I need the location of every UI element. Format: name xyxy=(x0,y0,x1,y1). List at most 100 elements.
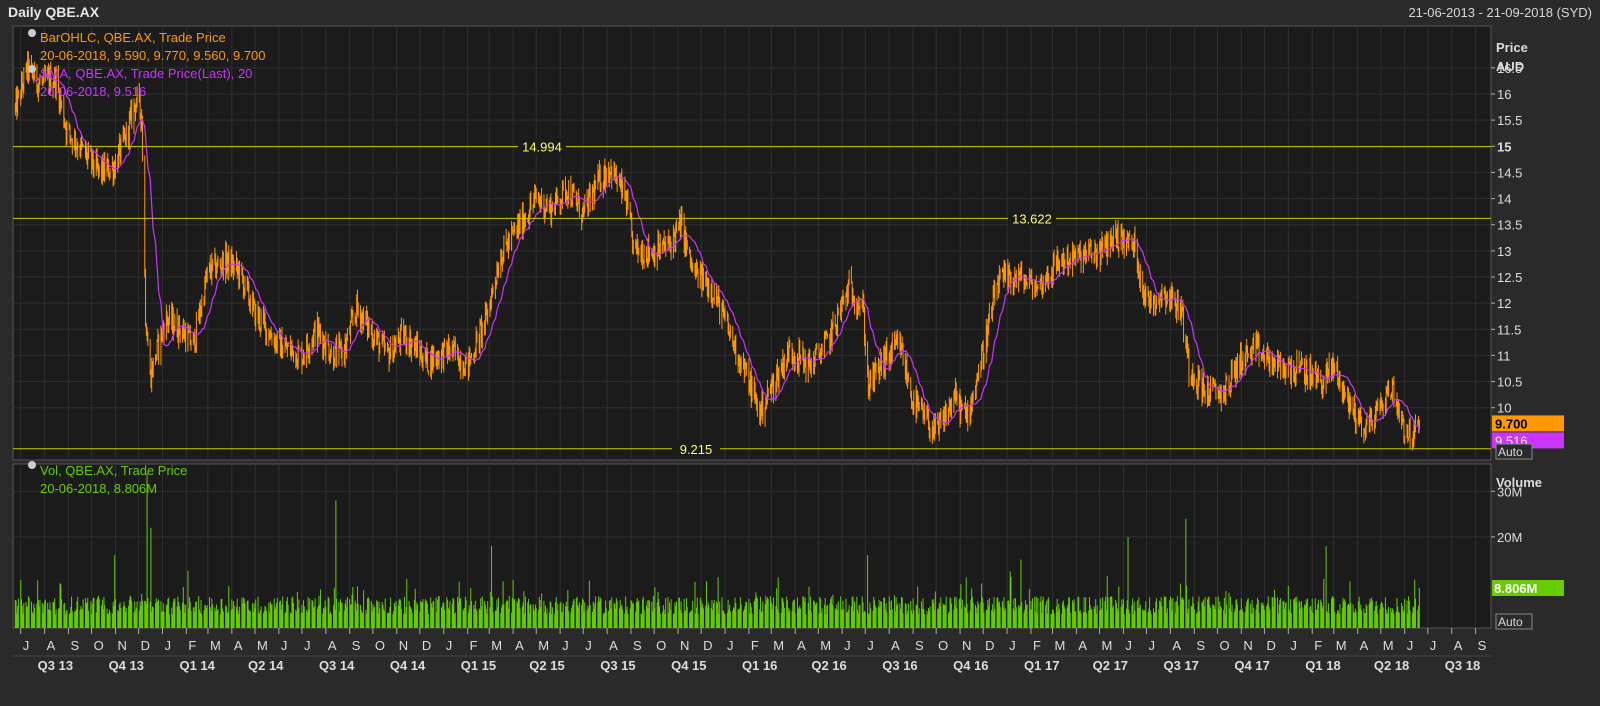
horizontal-line-label: 14.994 xyxy=(522,140,562,155)
x-month-label: M xyxy=(1055,638,1066,653)
x-month-label: F xyxy=(470,638,478,653)
price-y-axis: 10 10.5 11 11.5 12 12.5 13 13.5 14 14.5 15 15.5 16 16… xyxy=(1491,61,1522,416)
sma-line xyxy=(34,73,1420,434)
x-quarter-label: Q4 16 xyxy=(953,658,988,673)
price-tick-label: 15 xyxy=(1497,139,1511,154)
x-quarter-label: Q1 16 xyxy=(742,658,777,673)
x-month-label: M xyxy=(491,638,502,653)
sma-layer xyxy=(34,73,1420,434)
x-month-label: M xyxy=(1102,638,1113,653)
legend-sma-label: SMA, QBE.AX, Trade Price(Last), 20 xyxy=(40,66,252,81)
x-quarter-label: Q1 15 xyxy=(461,658,496,673)
legend-volume-values: 20-06-2018, 8.806M xyxy=(40,481,157,496)
x-month-label: M xyxy=(538,638,549,653)
x-month-label: O xyxy=(375,638,385,653)
x-month-label: D xyxy=(985,638,994,653)
x-month-label: F xyxy=(188,638,196,653)
price-axis-unit: AUD xyxy=(1496,59,1524,74)
x-quarter-label: Q4 14 xyxy=(390,658,426,673)
x-month-label: A xyxy=(1078,638,1087,653)
x-month-label: A xyxy=(797,638,806,653)
x-quarter-label: Q3 16 xyxy=(882,658,917,673)
volume-auto-button-label[interactable]: Auto xyxy=(1498,615,1523,629)
price-tick-label: 13.5 xyxy=(1497,218,1522,233)
x-month-label: J xyxy=(281,638,288,653)
last-price-badge: 9.700 xyxy=(1495,416,1528,431)
x-month-label: F xyxy=(1033,638,1041,653)
x-month-label: A xyxy=(1172,638,1181,653)
x-quarter-label: Q2 15 xyxy=(529,658,564,673)
x-month-label: J xyxy=(1430,638,1437,653)
x-month-label: J xyxy=(1125,638,1132,653)
x-month-label: D xyxy=(422,638,431,653)
x-month-label: J xyxy=(844,638,851,653)
x-month-label: O xyxy=(656,638,666,653)
volume-panel[interactable] xyxy=(12,463,1492,629)
price-tick-label: 16.5 xyxy=(1497,61,1522,76)
x-month-label: A xyxy=(891,638,900,653)
date-range: 21-06-2013 - 21-09-2018 (SYD) xyxy=(1408,5,1592,20)
x-quarter-label: Q3 17 xyxy=(1164,658,1199,673)
x-quarter-label: Q1 14 xyxy=(179,658,215,673)
x-quarter-label: Q3 14 xyxy=(319,658,355,673)
x-month-label: A xyxy=(1360,638,1369,653)
legend-toggle-icon[interactable] xyxy=(28,29,36,37)
price-tick-label: 12.5 xyxy=(1497,270,1522,285)
x-month-label: M xyxy=(1336,638,1347,653)
horizontal-line-label-bg xyxy=(1008,210,1056,227)
x-month-label: A xyxy=(47,638,56,653)
x-month-label: J xyxy=(304,638,311,653)
price-tick-label: 12 xyxy=(1497,296,1511,311)
x-quarter-label: Q2 18 xyxy=(1374,658,1409,673)
x-month-label: S xyxy=(1478,638,1487,653)
x-month-label: N xyxy=(399,638,408,653)
volume-auto-button[interactable] xyxy=(1495,613,1533,630)
x-month-label: D xyxy=(1266,638,1275,653)
price-bars xyxy=(14,51,1420,451)
x-month-label: J xyxy=(164,638,171,653)
x-month-label: J xyxy=(1290,638,1297,653)
x-quarter-label: Q1 18 xyxy=(1305,658,1340,673)
chart-title: Daily QBE.AX xyxy=(8,4,100,20)
horizontal-line-label: 9.215 xyxy=(680,442,713,457)
volume-grid xyxy=(13,464,1491,628)
price-auto-button[interactable] xyxy=(1495,443,1533,460)
horizontal-line-label-bg xyxy=(518,138,566,155)
x-month-label: O xyxy=(94,638,104,653)
legend-toggle-icon[interactable] xyxy=(28,65,36,73)
volume-tick-label: 20M xyxy=(1497,530,1522,545)
x-month-label: J xyxy=(23,638,30,653)
x-month-label: S xyxy=(70,638,79,653)
x-month-label: M xyxy=(773,638,784,653)
x-month-label: J xyxy=(446,638,453,653)
x-month-label: M xyxy=(820,638,831,653)
horizontal-line-label: 13.622 xyxy=(1012,211,1052,226)
x-quarter-label: Q2 14 xyxy=(248,658,284,673)
volume-axis-title: Volume xyxy=(1496,475,1542,490)
x-month-label: O xyxy=(938,638,948,653)
x-month-label: A xyxy=(234,638,243,653)
x-quarter-label: Q3 13 xyxy=(38,658,73,673)
x-month-label: S xyxy=(352,638,361,653)
x-quarter-label: Q3 15 xyxy=(600,658,635,673)
x-month-label: N xyxy=(680,638,689,653)
x-quarter-label: Q2 17 xyxy=(1093,658,1128,673)
x-month-label: N xyxy=(1243,638,1252,653)
x-month-label: J xyxy=(1009,638,1016,653)
x-month-label: J xyxy=(1407,638,1414,653)
legend-toggle-icon[interactable] xyxy=(28,461,36,469)
x-month-label: J xyxy=(727,638,734,653)
chart-canvas[interactable]: 14.994 13.622 9.215 10 10.5 11 11.5 12 12.5 13 13… xyxy=(0,24,1600,706)
price-tick-label: 11.5 xyxy=(1497,322,1521,337)
x-quarter-label: Q1 17 xyxy=(1024,658,1059,673)
price-tick-label: 10 xyxy=(1497,401,1511,416)
x-month-label: J xyxy=(585,638,592,653)
x-month-label: F xyxy=(751,638,759,653)
x-quarter-label: Q2 16 xyxy=(811,658,846,673)
x-month-label: M xyxy=(1383,638,1394,653)
price-auto-button-label[interactable]: Auto xyxy=(1498,445,1523,459)
x-month-label: A xyxy=(1454,638,1463,653)
price-tick-label: 14 xyxy=(1497,192,1511,207)
legend-volume-label: Vol, QBE.AX, Trade Price xyxy=(40,463,187,478)
